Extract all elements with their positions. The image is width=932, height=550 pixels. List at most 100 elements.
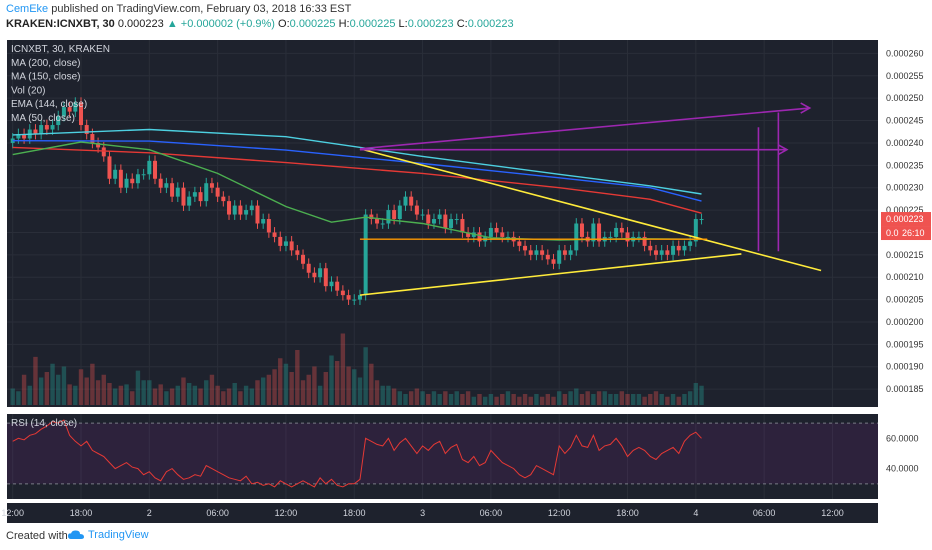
tradingview-logo[interactable]: TradingView xyxy=(68,529,149,541)
candle-body xyxy=(90,133,95,143)
candle-body xyxy=(244,210,249,215)
candle-body xyxy=(272,232,277,237)
volume-bar xyxy=(613,394,619,405)
candle xyxy=(39,119,44,140)
candle-body xyxy=(329,281,334,287)
candle xyxy=(249,200,254,216)
candle xyxy=(158,173,163,194)
candle-body xyxy=(340,290,345,296)
open-label: O: xyxy=(278,18,290,30)
candle-body xyxy=(437,214,442,220)
candle xyxy=(232,200,237,220)
volume-bar xyxy=(158,384,163,405)
volume-bar xyxy=(283,363,289,405)
candle-body xyxy=(460,219,465,233)
candle-body xyxy=(688,241,693,246)
target-arrowhead-2 xyxy=(800,102,812,114)
candle xyxy=(659,244,664,261)
candle-body xyxy=(363,214,368,296)
candle xyxy=(494,222,499,238)
candle xyxy=(665,244,670,261)
author-link[interactable]: CemEke xyxy=(6,3,49,15)
candle-body xyxy=(505,236,510,238)
candle xyxy=(505,231,510,243)
candle-body xyxy=(375,219,380,224)
candle-body xyxy=(403,196,408,206)
candle xyxy=(295,244,300,261)
candle-body xyxy=(141,174,146,176)
candle xyxy=(67,101,72,117)
price-tick-label: 0.000235 xyxy=(886,160,924,170)
candle xyxy=(56,110,61,131)
volume-bar xyxy=(699,385,704,405)
candle-body xyxy=(266,219,271,233)
candle-body xyxy=(693,219,698,242)
chart-area[interactable]: 0.000260 0.000255 0.000250 0.000245 0.000240… xyxy=(0,37,932,524)
published-text: published on TradingView.com, February 0… xyxy=(48,3,352,15)
candle-body xyxy=(357,295,362,300)
time-tick-label: 2 xyxy=(147,508,152,518)
volume-bar xyxy=(642,396,647,405)
candle-body xyxy=(653,250,658,255)
candle-body xyxy=(414,205,419,215)
volume-bar xyxy=(391,388,397,405)
candle-body xyxy=(215,187,220,197)
candle xyxy=(221,191,226,207)
candle-body xyxy=(209,183,214,188)
candle-body xyxy=(84,125,89,134)
volume-bar xyxy=(562,394,568,405)
candle-body xyxy=(232,205,237,215)
candle xyxy=(597,218,602,247)
volume-bar xyxy=(426,394,431,405)
volume-bar xyxy=(317,385,323,405)
candle-body xyxy=(261,219,266,224)
volume-bar xyxy=(209,374,215,405)
candle xyxy=(619,222,624,238)
candle xyxy=(187,191,192,211)
candle-body xyxy=(380,223,385,225)
candle xyxy=(272,227,277,243)
candle xyxy=(591,218,596,247)
volume-bar xyxy=(374,380,380,405)
volume-bar xyxy=(56,374,61,405)
candle xyxy=(283,236,288,252)
candle-body xyxy=(676,245,681,251)
publish-header: CemEke published on TradingView.com, Feb… xyxy=(0,0,932,40)
candle-body xyxy=(449,219,454,228)
candle-body xyxy=(392,210,397,220)
candle xyxy=(676,240,681,256)
volume-bar xyxy=(147,380,152,405)
volume-bar xyxy=(334,361,340,405)
indicator-label: EMA (144, close) xyxy=(11,99,87,110)
open-value: 0.000225 xyxy=(289,18,336,30)
volume-bar xyxy=(557,391,562,405)
volume-bar xyxy=(10,388,15,405)
low-label: L: xyxy=(398,18,408,30)
candle xyxy=(10,133,15,149)
volume-bar xyxy=(232,383,237,405)
volume-bar xyxy=(665,396,670,405)
candle xyxy=(301,249,306,270)
candle-body xyxy=(671,245,676,255)
candle-body xyxy=(323,268,328,287)
price-tick-label: 0.000185 xyxy=(886,384,924,394)
time-axis-bg xyxy=(7,503,878,523)
candle xyxy=(306,258,311,279)
candle-body xyxy=(39,125,44,134)
volume-bar xyxy=(312,366,317,405)
volume-bar xyxy=(625,394,630,405)
volume-bar xyxy=(278,358,283,405)
candles xyxy=(10,97,704,305)
volume-bar xyxy=(682,394,687,405)
tradingview-brand: TradingView xyxy=(88,529,149,541)
price-tick-label: 0.000200 xyxy=(886,317,924,327)
time-tick-label: 12:00 xyxy=(548,508,571,518)
volume-bar xyxy=(306,374,311,405)
candle xyxy=(73,97,78,117)
volume-bar xyxy=(448,394,454,405)
candle xyxy=(409,191,414,211)
volume-bar xyxy=(568,391,573,405)
rsi-title: RSI (14, close) xyxy=(11,418,77,429)
volume-bar xyxy=(443,391,448,405)
candle xyxy=(477,227,482,247)
